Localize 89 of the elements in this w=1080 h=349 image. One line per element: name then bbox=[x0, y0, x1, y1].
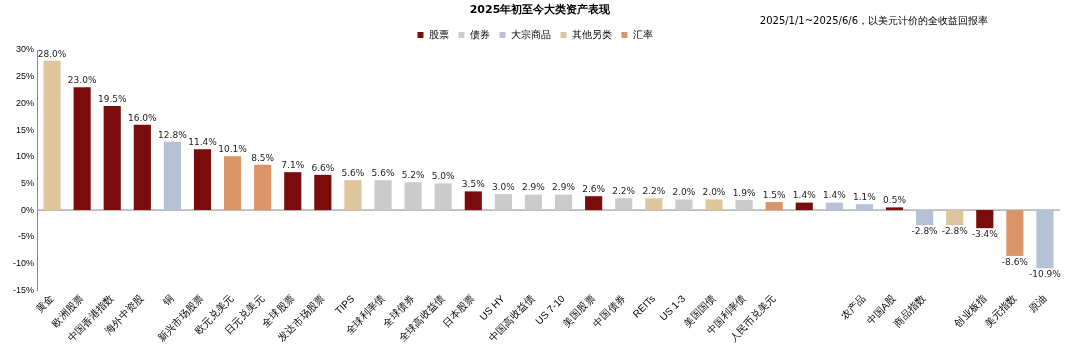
bar bbox=[765, 202, 783, 211]
data-label: -10.9% bbox=[1029, 269, 1062, 280]
data-label: 5.6% bbox=[371, 168, 395, 179]
bar bbox=[163, 141, 181, 211]
y-tick-label: 5% bbox=[20, 177, 35, 188]
data-label: 7.1% bbox=[281, 160, 305, 171]
bar bbox=[404, 182, 422, 211]
bar bbox=[885, 207, 904, 211]
data-label: 8.5% bbox=[251, 152, 275, 163]
bar bbox=[675, 199, 693, 211]
data-label: -8.6% bbox=[1001, 256, 1029, 267]
bar bbox=[976, 210, 994, 229]
data-label: 2.0% bbox=[702, 187, 726, 198]
bar bbox=[554, 194, 573, 211]
data-label: 3.0% bbox=[491, 181, 516, 192]
y-tick-label: 25% bbox=[15, 71, 35, 82]
data-label: 1.4% bbox=[822, 190, 847, 201]
x-tick-label: 铜 bbox=[160, 292, 176, 309]
legend-label: 大宗商品 bbox=[510, 28, 551, 40]
bar bbox=[254, 164, 272, 211]
data-label: 2.9% bbox=[522, 182, 546, 193]
data-label: 2.0% bbox=[672, 187, 696, 198]
bar bbox=[1036, 210, 1054, 269]
bar bbox=[344, 180, 362, 211]
bar bbox=[133, 124, 151, 211]
data-label: 1.5% bbox=[762, 189, 787, 200]
y-tick-label: 0% bbox=[20, 204, 35, 215]
y-tick-label: -10% bbox=[12, 257, 35, 268]
legend-label: 其他另类 bbox=[571, 28, 612, 40]
y-tick-label: -15% bbox=[12, 284, 35, 295]
data-label: 2.2% bbox=[642, 186, 666, 197]
y-tick-label: 20% bbox=[15, 97, 35, 108]
bar bbox=[735, 199, 753, 211]
y-tick-label: 15% bbox=[15, 124, 35, 135]
data-label: 1.4% bbox=[792, 190, 817, 201]
data-label: 28.0% bbox=[37, 48, 67, 59]
bar bbox=[43, 60, 61, 211]
bar bbox=[946, 210, 964, 225]
bar bbox=[524, 194, 543, 211]
x-tick-label: 黄金 bbox=[33, 292, 56, 315]
bar bbox=[585, 196, 603, 211]
bar bbox=[73, 87, 91, 211]
bar bbox=[645, 198, 663, 211]
data-label: 1.9% bbox=[732, 187, 756, 198]
legend-label: 股票 bbox=[428, 28, 449, 40]
data-label: 5.2% bbox=[401, 170, 425, 181]
x-tick-label: 农产品 bbox=[838, 292, 868, 322]
bar bbox=[795, 202, 813, 211]
chart-title: 2025年初至今大类资产表现 bbox=[469, 3, 611, 16]
bar bbox=[284, 172, 302, 211]
data-label: 23.0% bbox=[67, 75, 97, 86]
y-tick-label: 10% bbox=[15, 151, 35, 162]
legend-label: 债券 bbox=[469, 28, 490, 40]
y-tick-label: 30% bbox=[15, 44, 35, 55]
bar bbox=[314, 174, 332, 211]
data-label: 1.1% bbox=[852, 192, 877, 203]
data-label: 2.6% bbox=[582, 184, 606, 195]
data-label: 11.4% bbox=[188, 137, 218, 148]
data-label: 19.5% bbox=[97, 93, 127, 104]
x-tick-label: 原油 bbox=[1026, 292, 1049, 315]
data-label: 2.9% bbox=[552, 182, 576, 193]
legend-label: 汇率 bbox=[632, 28, 653, 40]
bar bbox=[615, 198, 633, 211]
bar bbox=[434, 183, 452, 211]
data-label: 16.0% bbox=[128, 112, 158, 123]
bar bbox=[464, 191, 482, 211]
data-label: 6.6% bbox=[311, 162, 335, 173]
data-label: 3.5% bbox=[461, 179, 486, 190]
data-label: -2.8% bbox=[911, 225, 939, 236]
bar bbox=[103, 106, 121, 211]
data-label: 12.8% bbox=[158, 129, 188, 140]
data-label: -2.8% bbox=[941, 225, 969, 236]
bar bbox=[193, 149, 212, 211]
bar bbox=[705, 199, 723, 211]
bar bbox=[494, 194, 512, 211]
bar bbox=[855, 204, 873, 211]
y-tick-label: -5% bbox=[17, 231, 35, 242]
bar bbox=[374, 180, 392, 211]
data-label: 5.6% bbox=[341, 168, 365, 179]
bar bbox=[224, 156, 242, 211]
bar bbox=[1006, 210, 1024, 256]
data-label: 10.1% bbox=[218, 144, 248, 155]
data-label: 0.5% bbox=[883, 195, 907, 206]
data-label: 5.0% bbox=[431, 171, 456, 182]
data-label: 2.2% bbox=[612, 186, 636, 197]
bar bbox=[916, 210, 934, 225]
data-label: -3.4% bbox=[971, 229, 999, 240]
bar bbox=[825, 202, 843, 211]
chart-subtitle: 2025/1/1~2025/6/6，以美元计价的全收益回报率 bbox=[759, 14, 988, 28]
